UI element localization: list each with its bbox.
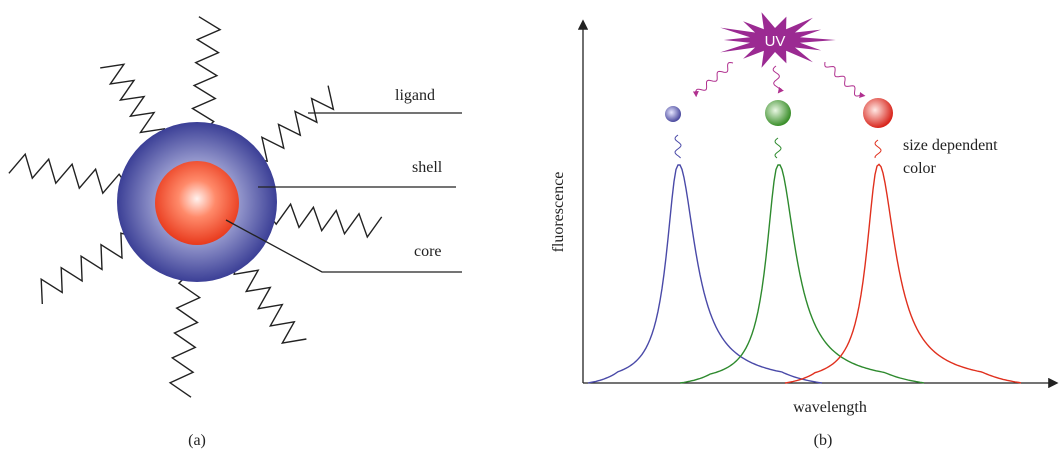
ligand-chain: [190, 16, 222, 133]
core-label: core: [414, 243, 442, 260]
uv-burst: [720, 12, 836, 68]
wave: [774, 137, 782, 159]
wave: [824, 61, 866, 98]
wave: [874, 139, 882, 159]
y-axis-label: fluorescence: [550, 172, 567, 253]
ligand-chain: [265, 202, 383, 239]
core: [155, 161, 239, 245]
spectra: [587, 163, 1022, 384]
ligand-chain: [252, 85, 335, 162]
large-dot: [863, 98, 893, 128]
emission-curve: [784, 163, 1022, 384]
x-axis-label: wavelength: [793, 399, 867, 416]
ligand-chain: [233, 259, 307, 345]
waves: [674, 61, 882, 159]
caption-b: (b): [814, 432, 833, 449]
annotation-line-2: color: [903, 160, 937, 177]
ligand-chain: [40, 232, 137, 305]
medium-dot: [765, 100, 791, 126]
uv-label: UV: [765, 33, 786, 50]
wave: [772, 65, 784, 94]
core-leader: [225, 219, 462, 273]
emission-curve: [587, 164, 823, 384]
ligand-chain: [8, 152, 130, 195]
wave: [674, 134, 682, 159]
wave: [692, 61, 734, 98]
ligand-chain: [168, 271, 202, 398]
ligand-label: ligand: [395, 87, 435, 104]
small-dot: [665, 106, 681, 122]
ligand-chain: [100, 63, 166, 143]
ligands: [8, 16, 383, 398]
emission-curve: [679, 164, 925, 384]
annotation-line-1: size dependent: [903, 137, 998, 154]
shell-label: shell: [412, 159, 443, 176]
caption-a: (a): [188, 432, 206, 449]
